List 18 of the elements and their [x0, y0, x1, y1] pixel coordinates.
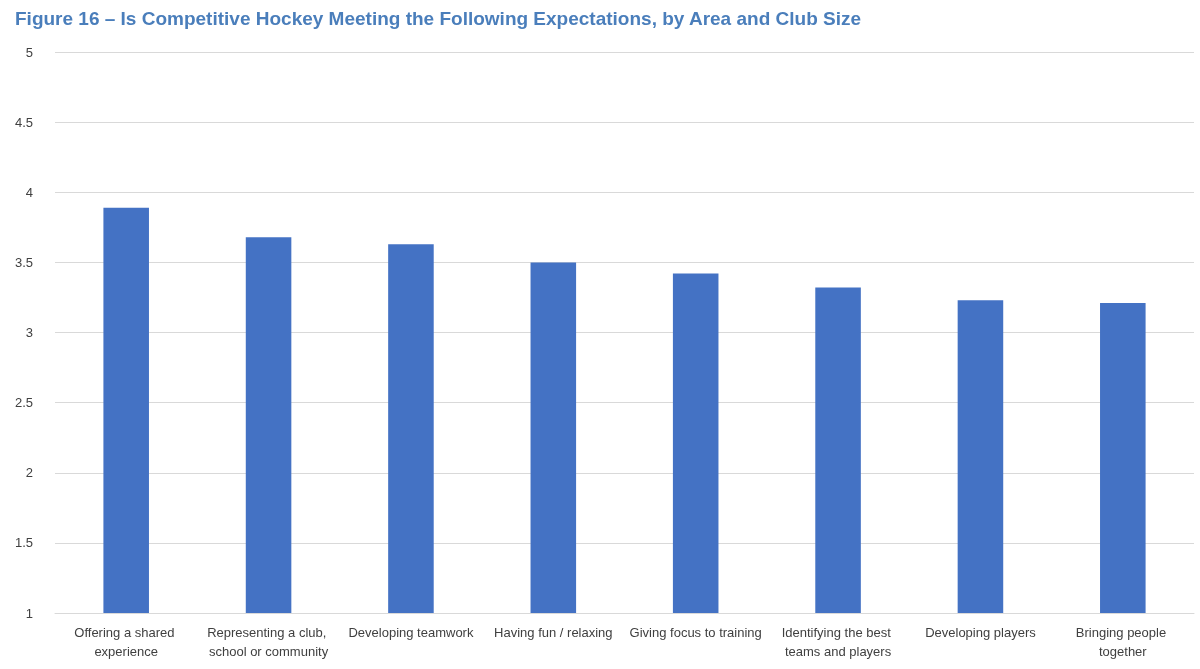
y-tick-label: 3.5: [14, 254, 33, 270]
y-tick-label: 4: [25, 184, 33, 200]
x-tick-label: Having fun / relaxing: [494, 625, 613, 640]
y-tick-label: 1.5: [14, 535, 33, 551]
y-tick-label: 5: [25, 44, 33, 60]
y-tick-label: 2.5: [14, 395, 33, 411]
y-tick-label: 3: [25, 325, 33, 340]
chart-title: Figure 16 – Is Competitive Hockey Meeting the Following Expectations, by Area and Club Size: [15, 8, 862, 29]
x-tick-label: Offering a shared experience: [74, 625, 179, 659]
x-tick-label: Developing teamwork: [348, 625, 474, 640]
x-tick-label: Bringing people together: [1075, 625, 1170, 659]
y-tick-label: 4.5: [14, 114, 33, 130]
x-tick-label: Developing players: [925, 625, 1037, 640]
x-tick-label: Representing a club, school or community: [207, 625, 330, 659]
y-tick-label: 1: [25, 605, 33, 621]
x-tick-label: Giving focus to training: [629, 625, 762, 640]
x-tick-label: Identifying the best teams and players: [781, 625, 895, 659]
y-tick-label: 2: [25, 465, 33, 481]
